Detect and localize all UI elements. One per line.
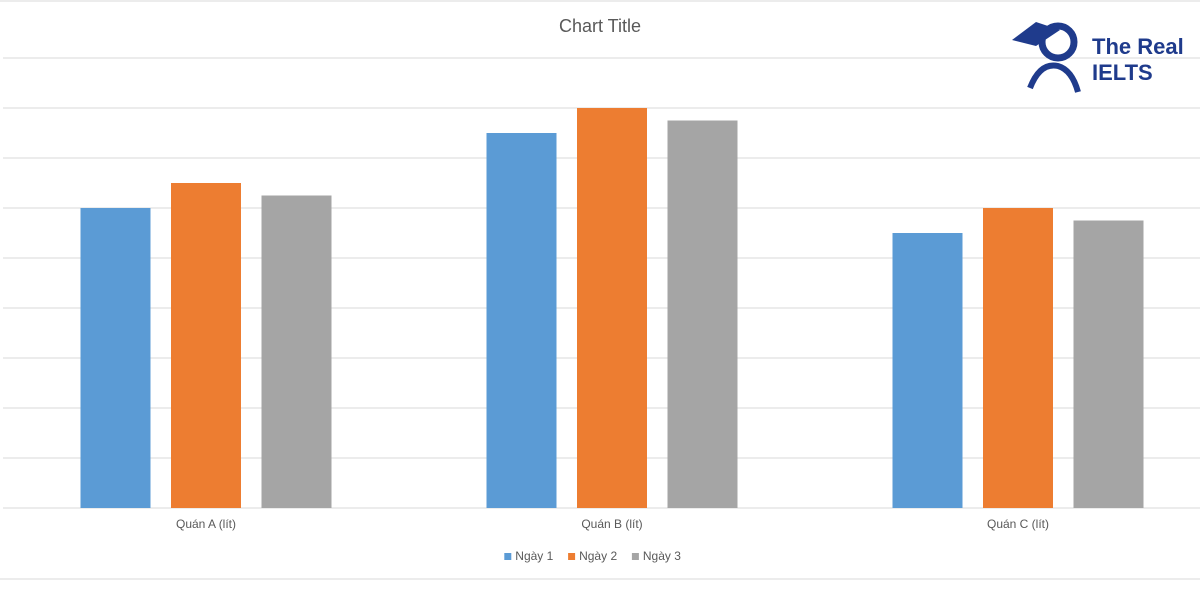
x-tick-label: Quán A (lít)	[176, 517, 236, 531]
legend-label: Ngày 1	[515, 549, 553, 563]
legend-label: Ngày 3	[643, 549, 681, 563]
bar	[892, 233, 963, 508]
x-tick-label: Quán B (lít)	[581, 517, 642, 531]
logo-icon	[1027, 62, 1081, 93]
legend-swatch	[631, 553, 639, 560]
bar	[577, 108, 647, 508]
logo: The Real IELTS	[1012, 22, 1184, 93]
chart-title: Chart Title	[559, 16, 641, 36]
bar	[486, 133, 557, 508]
legend-swatch	[504, 553, 512, 560]
logo-icon	[1012, 22, 1060, 46]
bar	[80, 208, 151, 508]
bar	[261, 195, 332, 508]
legend-swatch	[568, 553, 576, 560]
bar	[667, 120, 738, 508]
bar	[171, 183, 241, 508]
logo-text: The Real	[1092, 34, 1184, 59]
bar	[1073, 220, 1144, 508]
bar	[983, 208, 1053, 508]
legend-label: Ngày 2	[579, 549, 617, 563]
x-tick-label: Quán C (lít)	[987, 517, 1049, 531]
logo-text: IELTS	[1092, 60, 1153, 85]
